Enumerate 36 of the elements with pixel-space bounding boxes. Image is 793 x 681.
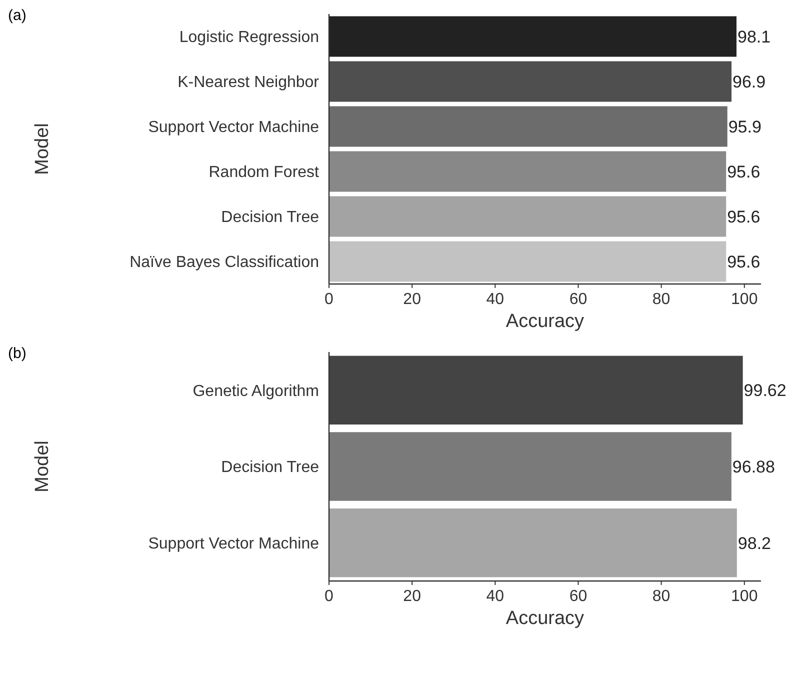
y-tick-label: Logistic Regression — [179, 29, 319, 46]
x-tick-label: 80 — [652, 588, 670, 605]
y-tick-label: K-Nearest Neighbor — [178, 74, 320, 92]
data-label: 95.6 — [727, 162, 760, 182]
data-label: 95.6 — [727, 207, 760, 226]
y-tick-label: Random Forest — [208, 164, 320, 182]
data-label: 95.6 — [727, 252, 760, 272]
x-tick-label: 80 — [652, 291, 670, 308]
y-tick-label: Genetic Algorithm — [192, 382, 319, 400]
x-axis-title: Accuracy — [506, 311, 585, 332]
x-tick-label: 40 — [486, 291, 504, 308]
data-label: 96.88 — [732, 457, 775, 476]
x-tick-label: 20 — [403, 291, 422, 308]
y-tick-label: Naïve Bayes Classification — [130, 254, 319, 272]
text: (a) — [8, 7, 26, 24]
text: (b) — [8, 345, 26, 362]
x-tick-label: 0 — [324, 588, 334, 605]
x-tick-label: 20 — [403, 588, 422, 605]
data-label: 98.2 — [738, 534, 771, 553]
data-label: 98.1 — [737, 27, 771, 46]
x-tick-label: 40 — [486, 588, 504, 605]
y-axis-title: Model — [32, 123, 53, 175]
x-tick-label: 100 — [731, 291, 758, 308]
y-axis-title: Model — [32, 440, 53, 492]
x-axis-title: Accuracy — [506, 608, 585, 629]
y-tick-label: Support Vector Machine — [148, 535, 320, 552]
x-tick-label: 0 — [324, 291, 334, 308]
y-tick-label: Support Vector Machine — [148, 119, 320, 136]
x-tick-label: 60 — [569, 291, 588, 308]
x-tick-label: 60 — [569, 588, 588, 605]
y-tick-label: Decision Tree — [221, 209, 320, 226]
y-tick-label: Decision Tree — [221, 459, 320, 476]
data-label: 99.62 — [744, 381, 786, 400]
data-label: 96.9 — [732, 72, 766, 92]
x-tick-label: 100 — [731, 588, 758, 605]
data-label: 95.9 — [728, 117, 762, 136]
